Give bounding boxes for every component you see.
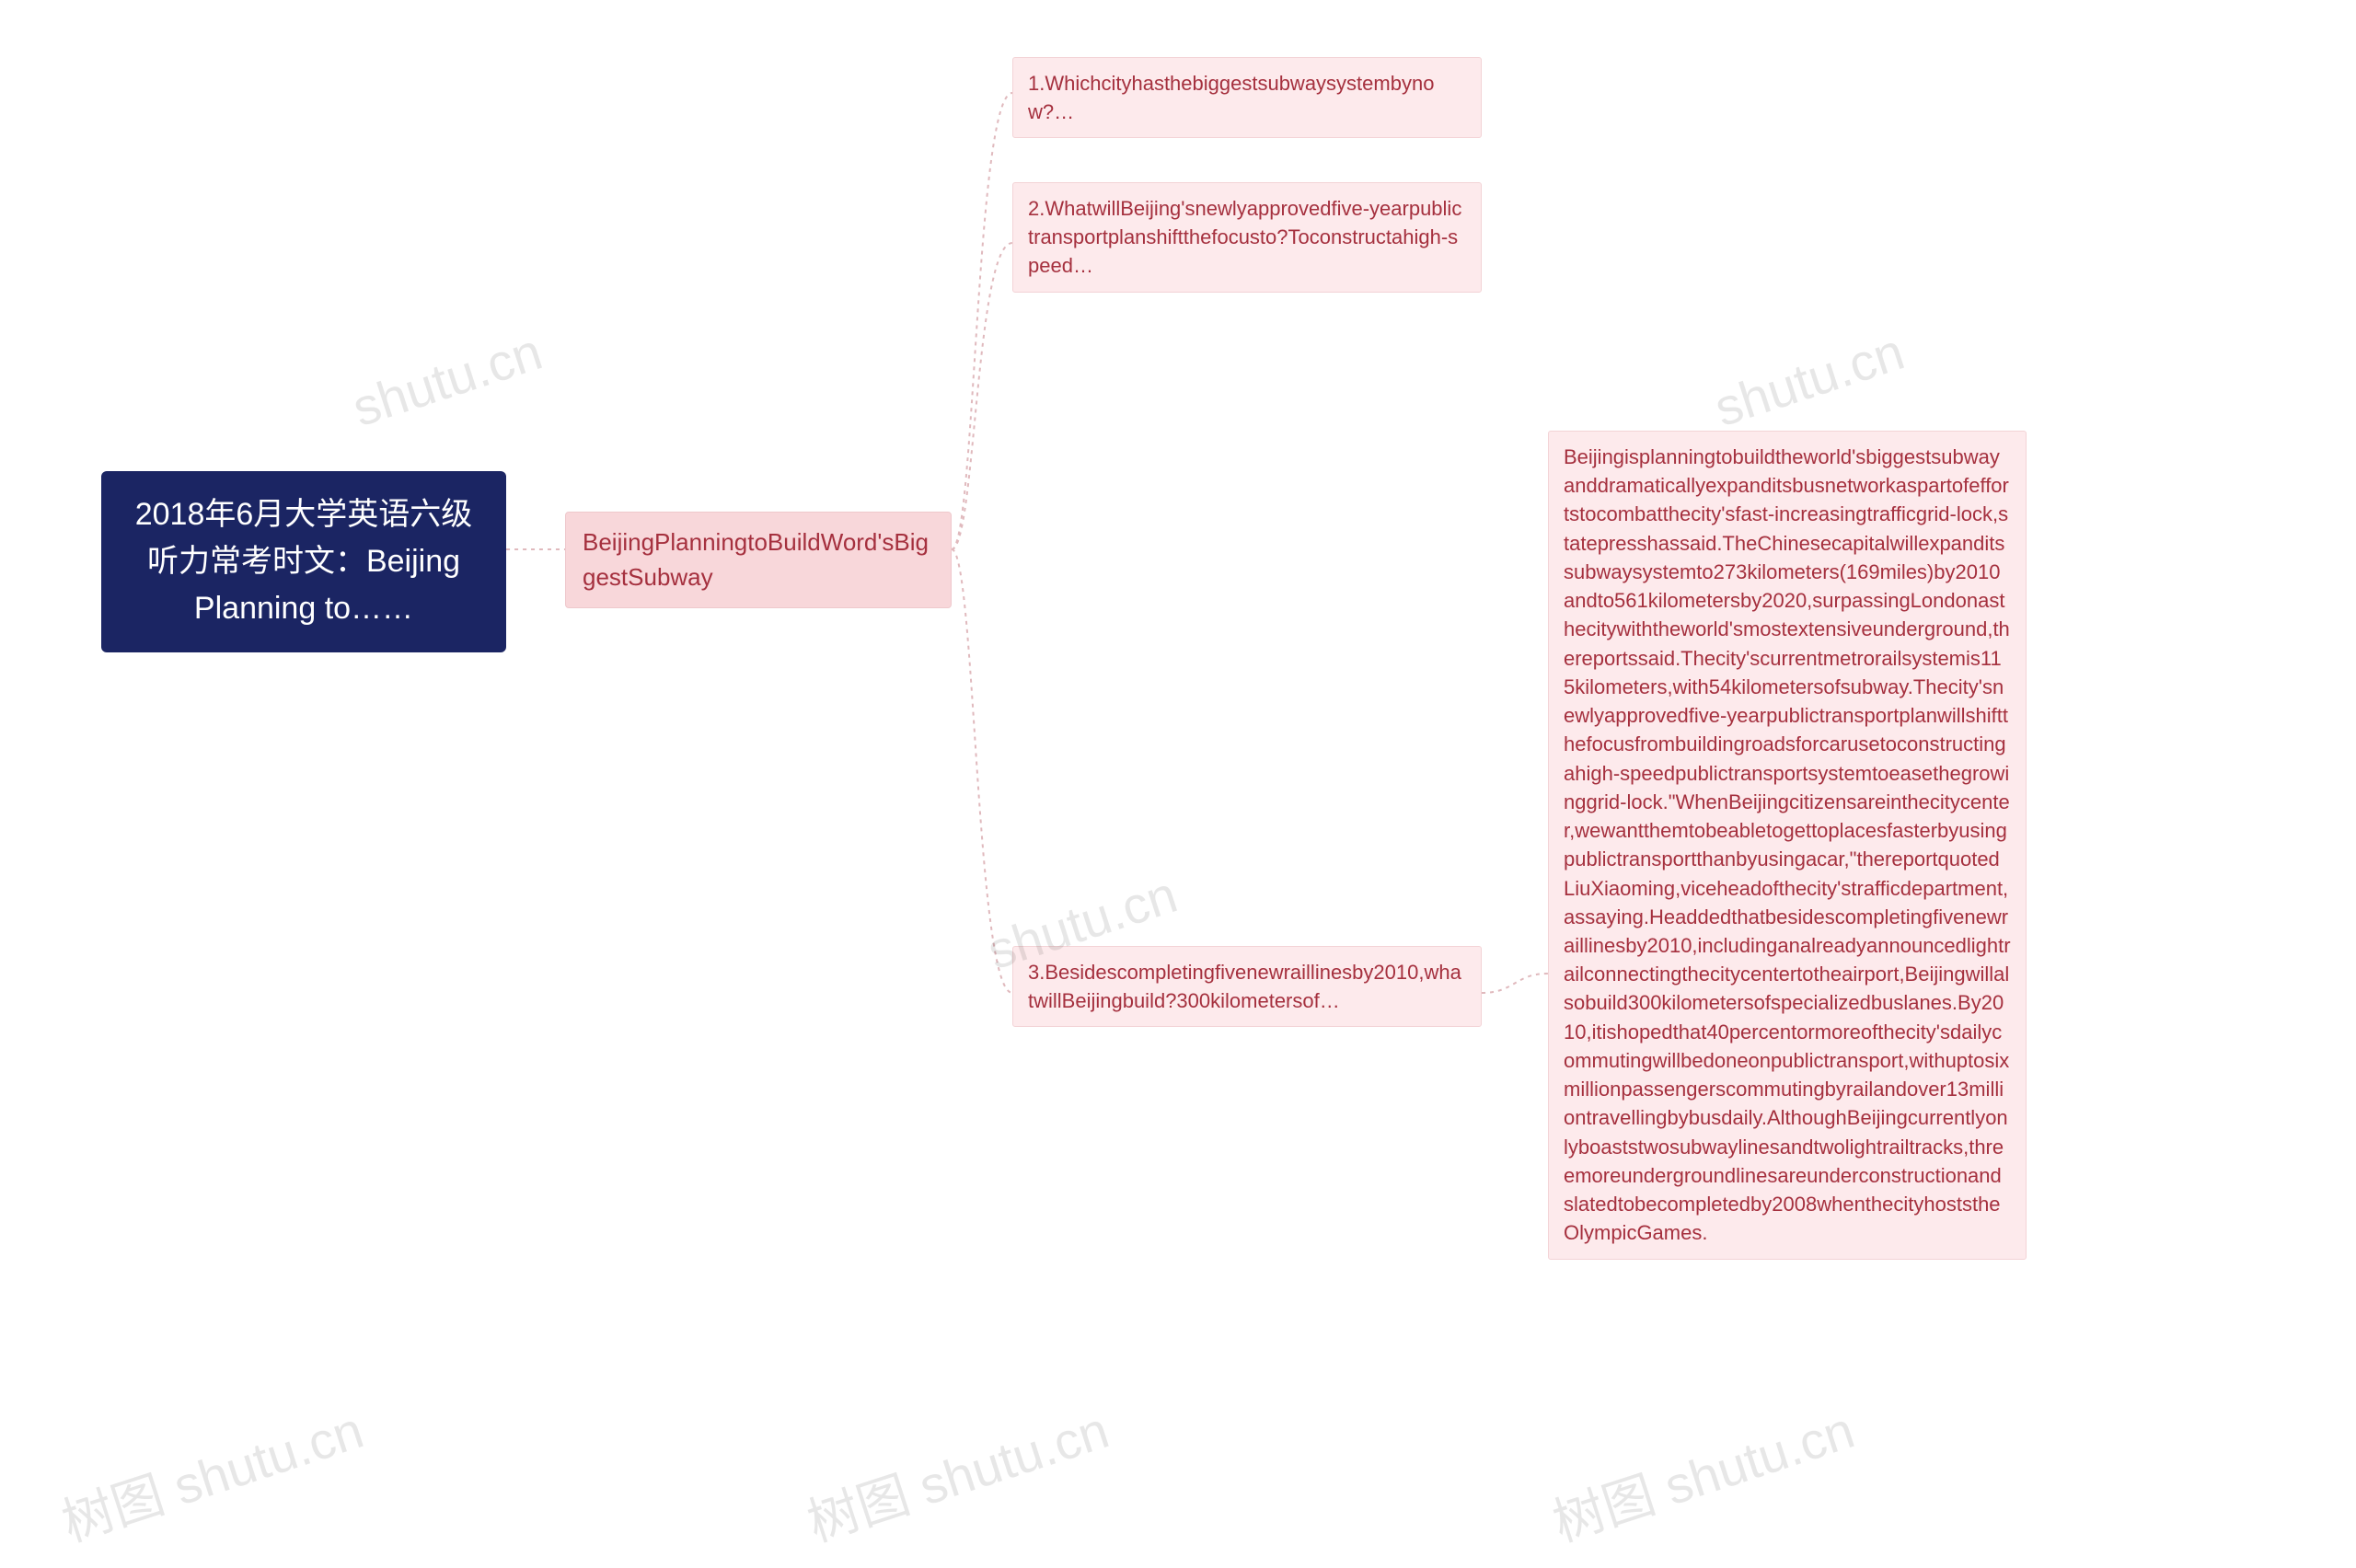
child-text-1: 2.WhatwillBeijing'snewlyapprovedfive-yea… [1028, 197, 1461, 277]
root-text: 2018年6月大学英语六级听力常考时文：Beijing Planning to…… [135, 497, 473, 626]
watermark: shutu.cn [345, 321, 549, 438]
detail-node[interactable]: Beijingisplanningtobuildtheworld'sbigges… [1548, 431, 2027, 1260]
child-node-0[interactable]: 1.Whichcityhasthebiggestsubwaysystembyno… [1012, 57, 1482, 138]
detail-text: Beijingisplanningtobuildtheworld'sbigges… [1564, 445, 2011, 1244]
watermark: 树图 shutu.cn [797, 1389, 1117, 1557]
child-text-0: 1.Whichcityhasthebiggestsubwaysystembyno… [1028, 72, 1434, 123]
child-node-2[interactable]: 3.Besidescompletingfivenewraillinesby201… [1012, 946, 1482, 1027]
child-node-1[interactable]: 2.WhatwillBeijing'snewlyapprovedfive-yea… [1012, 182, 1482, 293]
watermark: 树图 shutu.cn [1542, 1389, 1863, 1557]
level2-text: BeijingPlanningtoBuildWord'sBiggestSubwa… [583, 528, 929, 591]
watermark: shutu.cn [1707, 321, 1911, 438]
root-node[interactable]: 2018年6月大学英语六级听力常考时文：Beijing Planning to…… [101, 471, 506, 652]
watermark: 树图 shutu.cn [52, 1389, 372, 1557]
level2-node[interactable]: BeijingPlanningtoBuildWord'sBiggestSubwa… [565, 512, 952, 608]
child-text-2: 3.Besidescompletingfivenewraillinesby201… [1028, 961, 1461, 1012]
